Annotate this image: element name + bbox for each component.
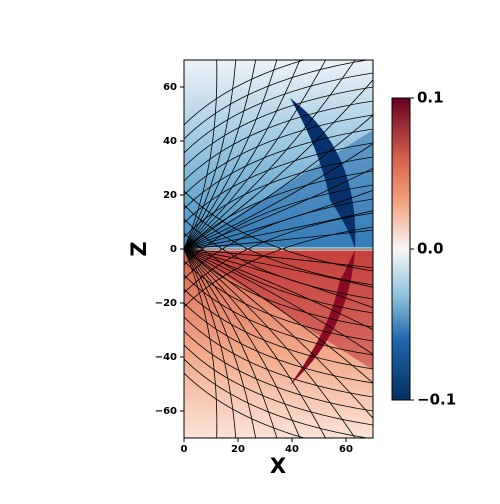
- streamline: [184, 218, 373, 300]
- streamline: [184, 274, 373, 356]
- streamline: [184, 60, 306, 126]
- streamline: [184, 344, 373, 426]
- streamline: [184, 156, 373, 238]
- x-tick-label: 60: [339, 444, 353, 455]
- streamline: [184, 79, 373, 250]
- streamlines: [184, 60, 373, 438]
- y-tick-label: 0: [170, 244, 177, 255]
- streamline: [184, 358, 370, 438]
- streamline: [184, 248, 237, 438]
- streamline: [184, 248, 327, 438]
- streamline: [184, 248, 356, 438]
- streamline: [184, 60, 237, 250]
- streamline: [184, 114, 373, 196]
- streamline: [184, 60, 370, 140]
- streamline: [184, 248, 257, 438]
- y-axis-label: Z: [127, 241, 151, 256]
- streamline: [184, 143, 373, 250]
- streamline: [184, 316, 373, 398]
- streamline: [184, 167, 373, 250]
- streamline: [184, 212, 373, 294]
- streamline: [184, 198, 373, 280]
- x-axis-label: X: [270, 454, 286, 478]
- streamline: [184, 142, 373, 224]
- streamline: [184, 60, 327, 250]
- streamline: [184, 204, 373, 286]
- streamline: [184, 60, 257, 250]
- streamline: [184, 302, 373, 384]
- streamline: [184, 226, 373, 308]
- streamline: [184, 60, 278, 250]
- x-tick-label: 0: [181, 444, 188, 455]
- y-tick-label: −60: [155, 406, 177, 417]
- streamline: [184, 232, 373, 314]
- colorbar-tick-label: 0.1: [417, 89, 444, 107]
- streamline: [184, 248, 373, 384]
- streamline: [184, 60, 301, 250]
- colorbar: [391, 97, 411, 401]
- streamline: [184, 60, 356, 250]
- streamline: [184, 128, 373, 210]
- streamline: [184, 248, 373, 331]
- streamline: [184, 229, 373, 250]
- y-tick-label: −20: [155, 298, 177, 309]
- streamline: [184, 170, 373, 252]
- streamline: [184, 248, 373, 355]
- y-tick-label: 20: [163, 190, 177, 201]
- y-tick-label: 40: [163, 136, 177, 147]
- streamline: [184, 248, 301, 438]
- x-tick-label: 20: [231, 444, 245, 455]
- streamline: [184, 60, 218, 250]
- x-tick-label: 40: [285, 444, 299, 455]
- streamline: [184, 72, 373, 154]
- colorbar-tick-label: −0.1: [417, 391, 456, 409]
- streamline: [184, 100, 373, 182]
- streamline: [184, 114, 373, 250]
- streamline: [184, 260, 373, 342]
- streamline: [184, 248, 278, 438]
- colorbar-tick-label: 0.0: [417, 240, 444, 258]
- streamline: [184, 86, 373, 168]
- streamline: [184, 372, 306, 438]
- streamline: [184, 184, 373, 266]
- streamline: [184, 330, 373, 412]
- y-tick-label: 60: [163, 82, 177, 93]
- streamline: [184, 190, 373, 272]
- streamline: [184, 248, 373, 419]
- streamline: [184, 248, 218, 438]
- streamline: [184, 288, 373, 370]
- y-tick-label: −40: [155, 352, 177, 363]
- streamline: [184, 246, 373, 328]
- crescent: [290, 98, 356, 249]
- streamline: [184, 248, 373, 269]
